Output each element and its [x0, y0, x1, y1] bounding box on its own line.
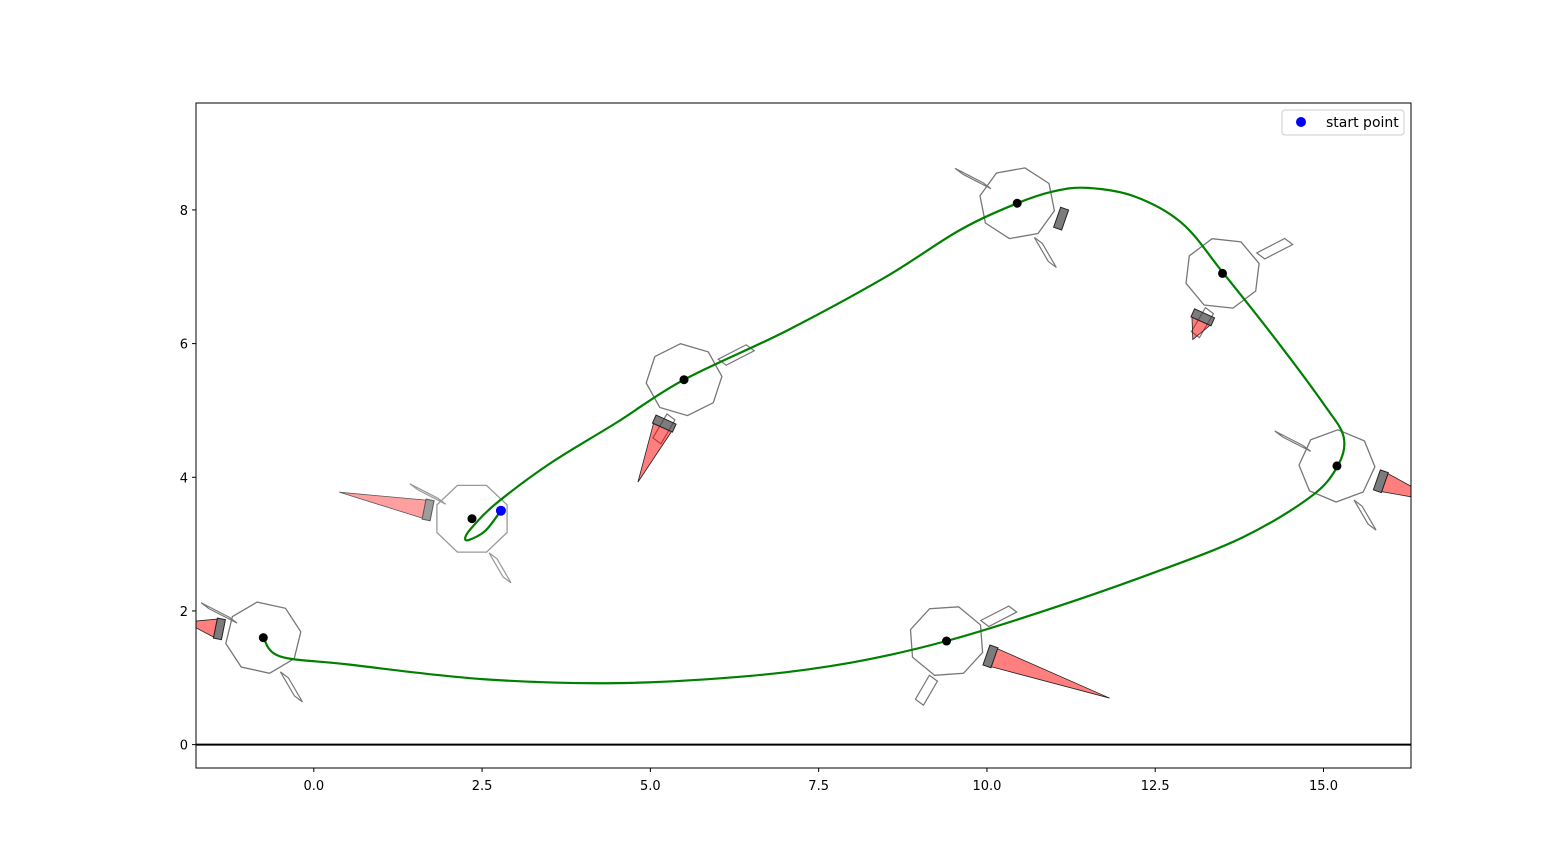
creature-limb: [1274, 430, 1312, 452]
keyframe-point: [467, 514, 477, 524]
creature-body: [225, 601, 302, 674]
legend-box: [1281, 109, 1405, 136]
creatures-layer: [196, 167, 1411, 707]
x-tick-label: 12.5: [1141, 779, 1170, 794]
creature-limb: [200, 602, 238, 624]
keyframe-point: [258, 633, 268, 643]
legend-marker-start-point: [1296, 117, 1306, 127]
creature: [637, 343, 756, 483]
creature-body: [436, 484, 508, 553]
creature-limb: [954, 167, 992, 190]
legend-label-start-point: start point: [1326, 115, 1399, 131]
creature-limb: [279, 671, 303, 703]
creature-beak: [637, 422, 673, 483]
creature-eye: [1052, 206, 1070, 231]
x-tick-label: 5.0: [640, 779, 661, 794]
creature-beak: [1191, 316, 1211, 341]
legend: start point: [1281, 109, 1405, 136]
creature-body: [645, 343, 723, 417]
points-layer: [258, 198, 1342, 646]
x-axis: 0.0 2.5 5.0 7.5 10.0 12.5 15.0: [303, 768, 1338, 794]
x-tick-label: 10.0: [972, 779, 1001, 794]
creature-limb: [409, 483, 447, 505]
creature: [1185, 237, 1294, 341]
creature-eye: [651, 414, 677, 433]
creature-eye: [982, 644, 999, 669]
keyframe-point: [1218, 268, 1228, 278]
creature-body: [909, 606, 984, 676]
plot-content: [196, 167, 1411, 746]
y-axis: 0 2 4 6 8: [180, 204, 196, 754]
y-tick-label: 8: [180, 204, 188, 219]
x-tick-label: 2.5: [472, 779, 493, 794]
keyframe-point: [942, 636, 952, 646]
creature: [339, 483, 512, 584]
y-tick-label: 6: [180, 338, 188, 353]
trajectory-line: [262, 186, 1346, 685]
creature-limb: [1255, 237, 1294, 260]
y-tick-label: 0: [180, 739, 188, 754]
creature-limb: [717, 344, 756, 366]
creature-beak: [339, 491, 427, 519]
creature: [196, 601, 303, 703]
plot-frame: [195, 102, 1412, 769]
creature-limb: [979, 605, 1018, 628]
creature-limb: [914, 674, 939, 707]
creature-beak: [196, 618, 218, 638]
keyframe-point: [1332, 461, 1342, 471]
creature-beak: [990, 648, 1110, 699]
keyframe-point: [679, 375, 689, 385]
creature: [954, 167, 1070, 268]
creature-eye: [1190, 308, 1216, 327]
creature-limb: [1353, 499, 1377, 531]
keyframe-point: [1012, 198, 1022, 208]
creature-body: [979, 167, 1056, 240]
y-tick-label: 4: [180, 471, 188, 486]
creature: [909, 605, 1110, 707]
start-point: [495, 505, 506, 516]
creature-limb: [488, 552, 512, 584]
creature-body: [1185, 238, 1260, 309]
creature-eye: [1372, 469, 1389, 494]
trajectory-layer: [262, 186, 1346, 685]
creature-body: [1298, 429, 1376, 503]
creature-limb: [1033, 236, 1057, 268]
x-tick-label: 15.0: [1309, 779, 1338, 794]
x-tick-label: 0.0: [303, 779, 324, 794]
x-tick-label: 7.5: [808, 779, 829, 794]
y-tick-label: 2: [180, 605, 188, 620]
